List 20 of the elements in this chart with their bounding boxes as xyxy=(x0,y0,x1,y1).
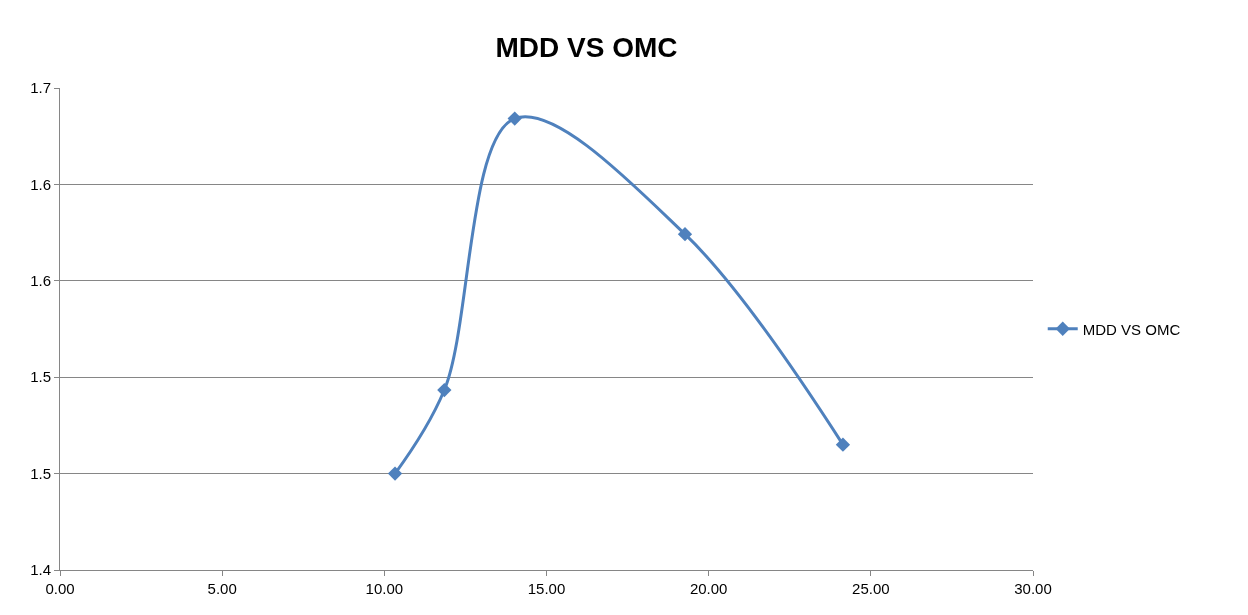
chart-title: MDD VS OMC xyxy=(495,31,678,63)
y-tick-label: 1.5 xyxy=(30,464,51,482)
point xyxy=(387,466,403,481)
point xyxy=(507,111,522,126)
point xyxy=(835,437,851,452)
y-tick-label: 1.4 xyxy=(30,561,51,579)
y-tick-label: 1.6 xyxy=(30,175,51,193)
x-tick-label: 15.00 xyxy=(527,580,566,597)
x-tick-label: 25.00 xyxy=(852,580,890,597)
x-tick-label: 20.00 xyxy=(689,580,728,597)
y-tick-label: 1.7 xyxy=(30,79,51,97)
x-tick-label: 5.00 xyxy=(207,580,237,597)
x-tick-label: 0.00 xyxy=(45,580,75,597)
legend-label: MDD VS OMC xyxy=(1082,320,1181,338)
y-tick-label: 1.5 xyxy=(30,368,51,386)
x-tick-label: 10.00 xyxy=(365,580,404,597)
point xyxy=(677,227,693,242)
x-tick-label: 30.00 xyxy=(1014,580,1052,597)
y-tick-label: 1.6 xyxy=(30,272,51,290)
point xyxy=(437,382,452,398)
